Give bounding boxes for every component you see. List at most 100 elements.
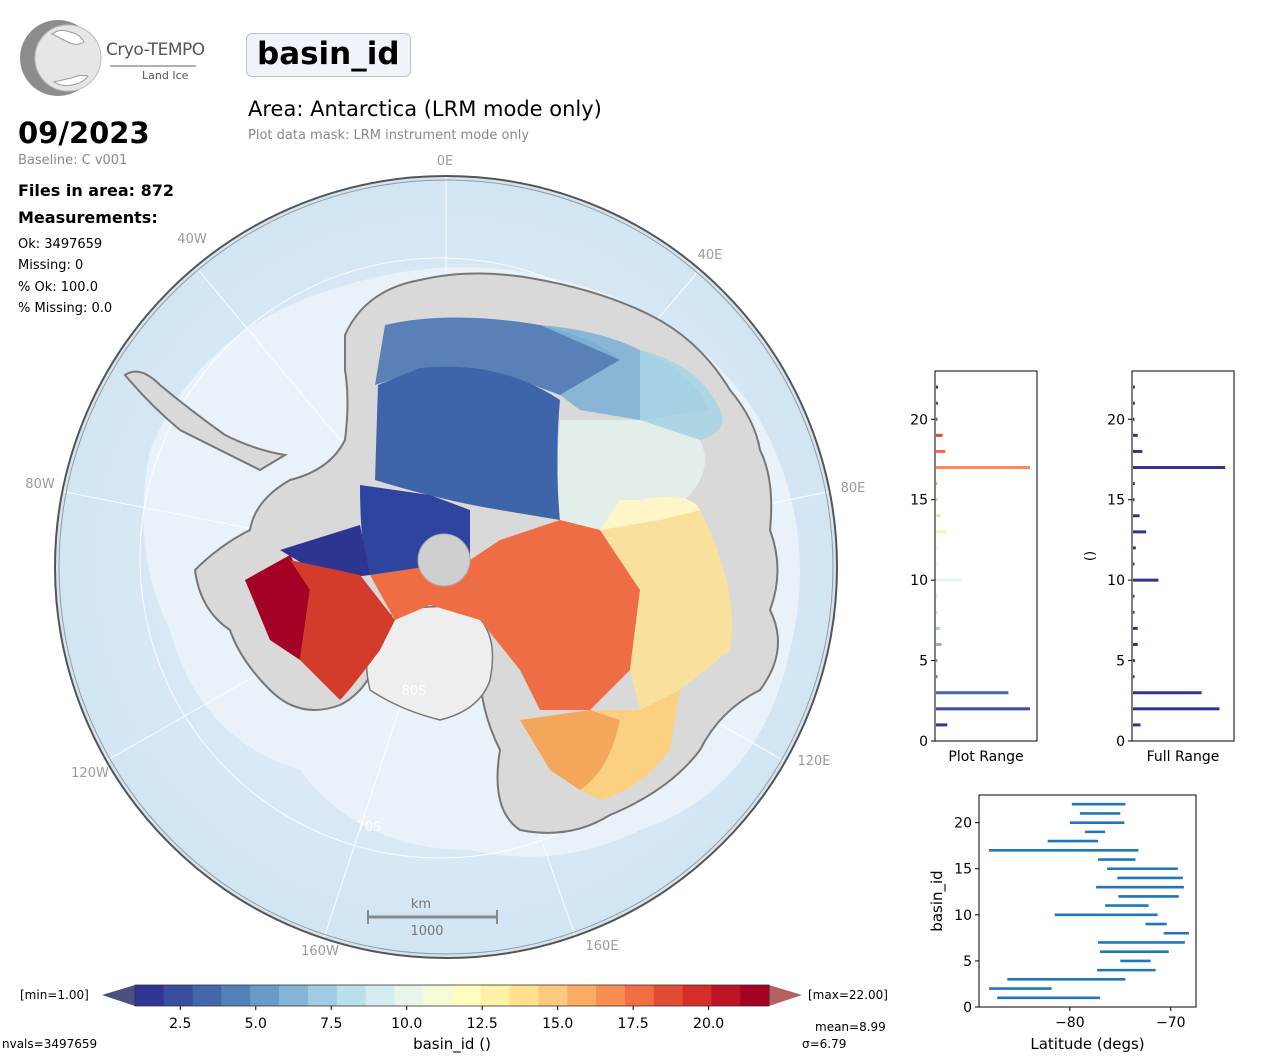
colorbar-segment [365, 985, 395, 1006]
colorbar: 2.5 5.0 7.5 10.0 12.5 15.0 17.5 20.0 [min=1.00]… [2, 984, 888, 1054]
histogram-ytick-label: 15 [910, 493, 928, 509]
colorbar-segment [509, 985, 539, 1006]
histogram-bar [1133, 562, 1135, 566]
files-label: Files in area: 872 [18, 181, 174, 200]
map-border [54, 175, 838, 959]
colorbar-max-label: [max=22.00] [808, 988, 888, 1002]
lon-label-40w: 40W [177, 232, 207, 247]
pole-hole [417, 533, 471, 587]
histogram-ytick-label: 15 [1107, 493, 1125, 509]
mean-label: mean=8.99 [815, 1020, 886, 1034]
histogram-bar [936, 691, 1009, 695]
colorbar-segment [596, 985, 626, 1006]
histogram-plot-range: 0 5 10 15 20 Plot Range [910, 370, 1038, 765]
measurements-heading: Measurements: [18, 208, 158, 227]
lon-label-0e: 0E [437, 154, 454, 169]
lat-chart-xlabel: Latitude (degs) [1030, 1035, 1144, 1053]
histogram-bar [1133, 546, 1136, 550]
logo-subtitle: Land Ice [142, 69, 189, 82]
lat-chart-ytick-label: 5 [963, 954, 972, 970]
histogram-bar [1133, 530, 1147, 534]
histogram-bar [936, 498, 938, 502]
stat-missing: Missing: 0 [18, 258, 84, 273]
colorbar-tick-label: 12.5 [467, 1016, 498, 1032]
histogram-bar [936, 466, 1030, 470]
lat-chart-ytick-label: 0 [963, 1000, 972, 1016]
mask-text: Plot data mask: LRM instrument mode only [248, 128, 530, 143]
lon-label-80e: 80E [841, 481, 866, 496]
histogram-bar [1133, 482, 1135, 486]
histogram-full-range: 0 5 10 15 20 Full Range () [1083, 370, 1235, 765]
colorbar-over-arrow [769, 985, 802, 1006]
colorbar-segment [336, 985, 367, 1006]
histogram-ylabel: () [1083, 551, 1098, 561]
histogram-bar [936, 562, 938, 566]
histogram-bar [1133, 659, 1135, 663]
stat-pct-missing: % Missing: 0.0 [18, 301, 113, 316]
colorbar-segment [682, 985, 712, 1006]
colorbar-segment [711, 985, 741, 1006]
lat-chart-ytick-label: 10 [954, 908, 972, 924]
histogram-bar [936, 546, 938, 550]
histogram-bar [936, 401, 938, 405]
histogram-bar [936, 530, 947, 534]
colorbar-under-arrow [102, 985, 135, 1006]
stat-ok: Ok: 3497659 [18, 237, 103, 252]
lon-label-120e: 120E [797, 754, 830, 769]
lat-chart-ylabel: basin_id [928, 870, 947, 931]
histogram-bar [1133, 449, 1143, 453]
area-title: Area: Antarctica (LRM mode only) [248, 97, 602, 121]
baseline-label: Baseline: C v001 [18, 153, 128, 168]
colorbar-min-label: [min=1.00] [20, 988, 89, 1002]
histogram-bar [936, 482, 938, 486]
colorbar-segment [653, 985, 684, 1006]
colorbar-segment [394, 985, 424, 1006]
colorbar-segment [567, 985, 597, 1006]
histogram-bar [936, 433, 943, 437]
colorbar-segment [452, 985, 482, 1006]
colorbar-ticks: 2.5 5.0 7.5 10.0 12.5 15.0 17.5 20.0 [169, 1006, 724, 1032]
scale-unit: km [411, 897, 431, 912]
histogram-bar [936, 626, 940, 630]
colorbar-segment [538, 985, 568, 1006]
logo-emblem [20, 20, 196, 96]
colorbar-segment [279, 985, 309, 1006]
histogram-bar [936, 675, 938, 679]
lon-label-160w: 160W [301, 944, 339, 959]
latitude-range-chart: 0 5 10 15 20 −80 −70 Latitude (degs) basin_id [928, 794, 1197, 1053]
histogram-bar [1133, 401, 1135, 405]
lon-label-80w: 80W [25, 477, 55, 492]
colorbar-tick-label: 2.5 [169, 1016, 191, 1032]
colorbar-segment [135, 985, 165, 1006]
colorbar-segment [423, 985, 453, 1006]
histogram-ytick-label: 5 [1116, 654, 1125, 670]
histogram-bar [1133, 707, 1220, 711]
histogram-ytick-label: 20 [910, 412, 928, 428]
histogram-bar [936, 610, 938, 614]
histogram-bar [1133, 642, 1138, 646]
histogram-bar [936, 578, 963, 582]
colorbar-segment [192, 985, 222, 1006]
lat-chart-frame [978, 794, 1197, 1008]
histogram-bar [936, 449, 946, 453]
colorbar-segment [480, 985, 511, 1006]
histogram-bar [936, 594, 938, 598]
histogram-ytick-label: 10 [910, 573, 928, 589]
date-label: 09/2023 [18, 116, 150, 150]
histogram-bar [1133, 610, 1135, 614]
histogram-bar [936, 707, 1030, 711]
colorbar-label: basin_id () [413, 1035, 491, 1054]
lon-label-120w: 120W [71, 766, 109, 781]
colorbar-segments [135, 985, 770, 1006]
histogram-ytick-label: 0 [1116, 734, 1125, 750]
histogram-bar [936, 659, 938, 663]
histogram-frame [1131, 370, 1235, 742]
histogram-title: Full Range [1147, 749, 1220, 765]
histogram-bar [1133, 594, 1135, 598]
nvals-label: nvals=3497659 [2, 1037, 97, 1051]
lon-label-40e: 40E [698, 248, 723, 263]
scale-bar: km 1000 [367, 897, 498, 939]
sigma-label: σ=6.79 [802, 1037, 846, 1051]
antarctica-map: 0E 40E 80E 120E 160E 160W 120W 80W 40W 8… [25, 154, 866, 959]
colorbar-tick-label: 17.5 [618, 1016, 649, 1032]
